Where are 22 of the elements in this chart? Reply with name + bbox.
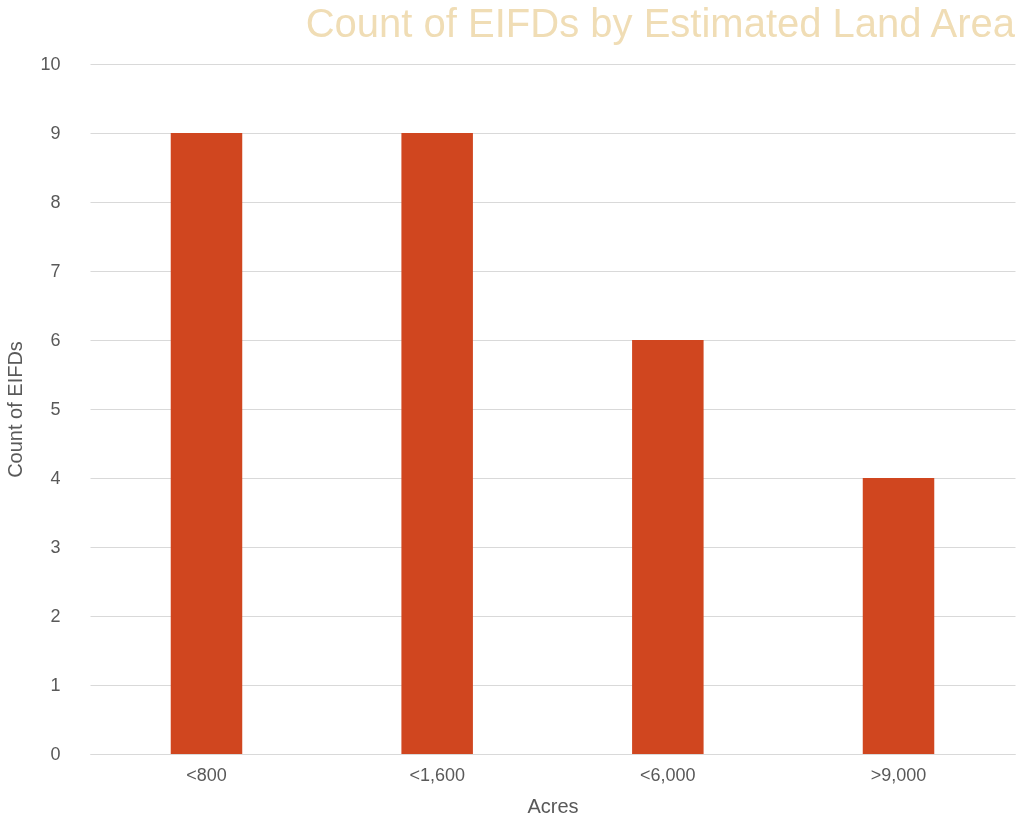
y-tick-label: 2 <box>50 605 61 626</box>
x-tick-label: >9,000 <box>870 764 927 785</box>
chart-title: Count of EIFDs by Estimated Land Area <box>305 1 1016 45</box>
y-tick-label: 7 <box>50 260 61 281</box>
y-tick-label: 9 <box>50 122 61 143</box>
y-tick-label: 1 <box>50 674 61 695</box>
y-tick-label: 8 <box>50 191 61 212</box>
x-tick-label: <1,600 <box>409 764 465 785</box>
bar <box>632 340 704 754</box>
y-axis-title: Count of EIFDs <box>4 341 27 478</box>
y-tick-label: 6 <box>50 329 61 350</box>
y-tick-label: 10 <box>40 53 61 74</box>
bar <box>401 133 473 754</box>
x-tick-label: <6,000 <box>640 764 696 785</box>
bar <box>170 133 243 754</box>
y-tick-label: 4 <box>50 467 61 488</box>
x-tick-label: <800 <box>186 764 227 785</box>
bar <box>862 478 935 754</box>
x-axis-title: Acres <box>527 794 579 817</box>
y-tick-label: 5 <box>50 398 61 419</box>
y-tick-label: 3 <box>50 536 61 557</box>
y-tick-label: 0 <box>50 743 61 764</box>
